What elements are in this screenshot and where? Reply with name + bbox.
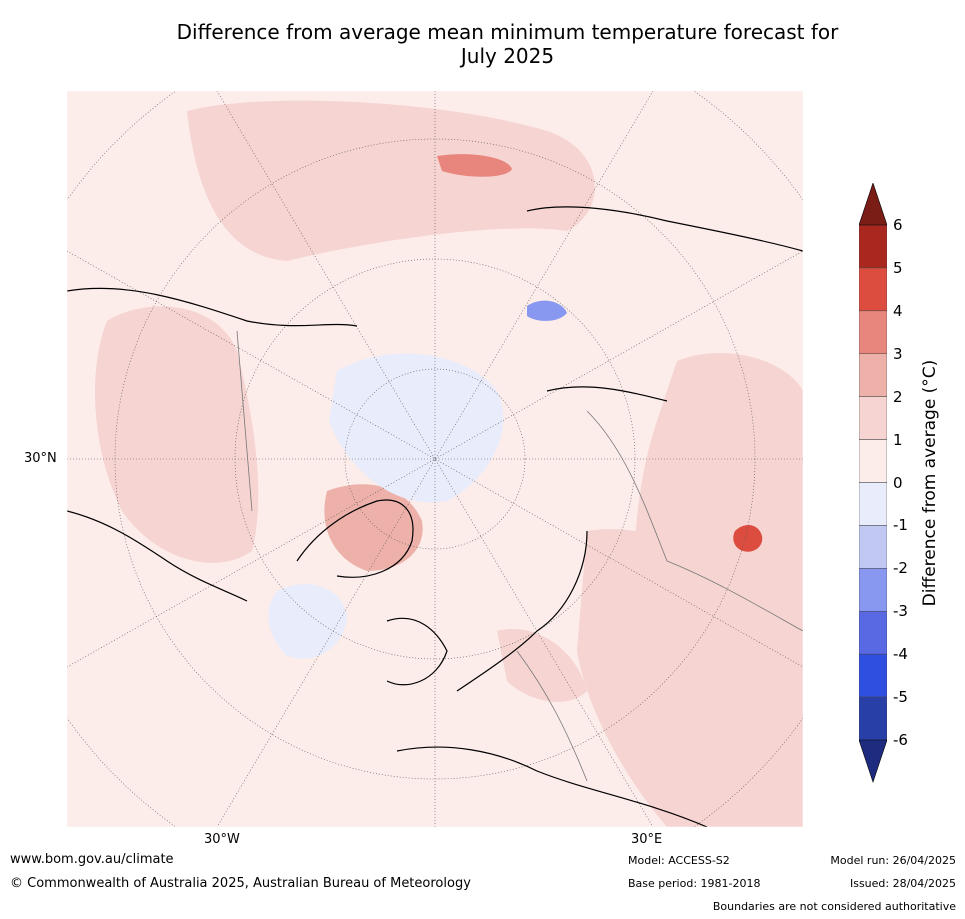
anomaly-region-bering [437,154,512,177]
anomaly-region-siberia-hotspot [733,524,763,552]
colorbar-tick-label: -3 [893,602,908,621]
colorbar-segment [859,653,887,698]
colorbar-segment [859,611,887,655]
coastlines [67,206,803,827]
colorbar-segment [859,267,887,312]
anomaly-region-arctic-cool [329,353,504,503]
anomaly-region-baikal-cool [527,300,567,321]
country-boundaries [236,330,803,782]
colorbar-tick-label: -6 [893,731,908,749]
footer-issued: Issued: 28/04/2025 [849,877,956,890]
colorbar-label: Difference from average (°C) [920,359,940,607]
colorbar-tick-label: 2 [893,387,903,406]
footer-model: Model: ACCESS-S2 [628,854,730,867]
colorbar-segment [859,568,887,612]
colorbar-tick-label: 4 [893,301,903,320]
footer-base-period: Base period: 1981-2018 [628,877,761,890]
colorbar-segment [859,439,887,483]
colorbar-tick-label: 1 [893,430,903,449]
map-title-line2: July 2025 [460,44,555,68]
colorbar-tick-label: 6 [893,216,903,234]
colorbar-tick-label: 3 [893,344,903,363]
colorbar-segment [859,696,887,741]
colorbar-tick-label: -1 [893,516,908,535]
colorbar-segment [859,482,887,526]
colorbar-extend-low [859,739,887,783]
anomaly-region-north-america [95,306,259,563]
forecast-map [67,91,803,827]
colorbar-segment [859,224,887,269]
graticule [67,91,803,827]
anomaly-region-eurasia [577,529,803,827]
colorbar-segment [859,525,887,569]
colorbar-segment [859,310,887,355]
colorbar-tick-label: -2 [893,559,908,578]
anomaly-region-north-pacific [187,100,595,261]
footer-copyright: © Commonwealth of Australia 2025, Austra… [10,876,471,891]
colorbar-segment [859,396,887,440]
colorbar-segment [859,353,887,397]
lat-label-30n: 30°N [24,451,57,466]
colorbar-extend-high [859,183,887,226]
footer-url: www.bom.gov.au/climate [10,852,174,867]
lon-label-30w: 30°W [204,832,240,847]
colorbar-tick-label: -4 [893,645,908,664]
colorbar-tick-label: 0 [893,473,903,492]
footer-model-run: Model run: 26/04/2025 [830,854,956,867]
colorbar [859,183,887,783]
footer-disclaimer: Boundaries are not considered authoritat… [712,900,956,913]
map-title: Difference from average mean minimum tem… [60,20,955,68]
colorbar-tick-label: -5 [893,688,908,707]
colorbar-tick-label: 5 [893,258,903,277]
anomaly-region-greenland [324,484,423,571]
lon-label-30e: 30°E [631,832,663,847]
map-title-line1: Difference from average mean minimum tem… [176,20,839,44]
anomaly-region-atlantic-cool [268,584,347,659]
